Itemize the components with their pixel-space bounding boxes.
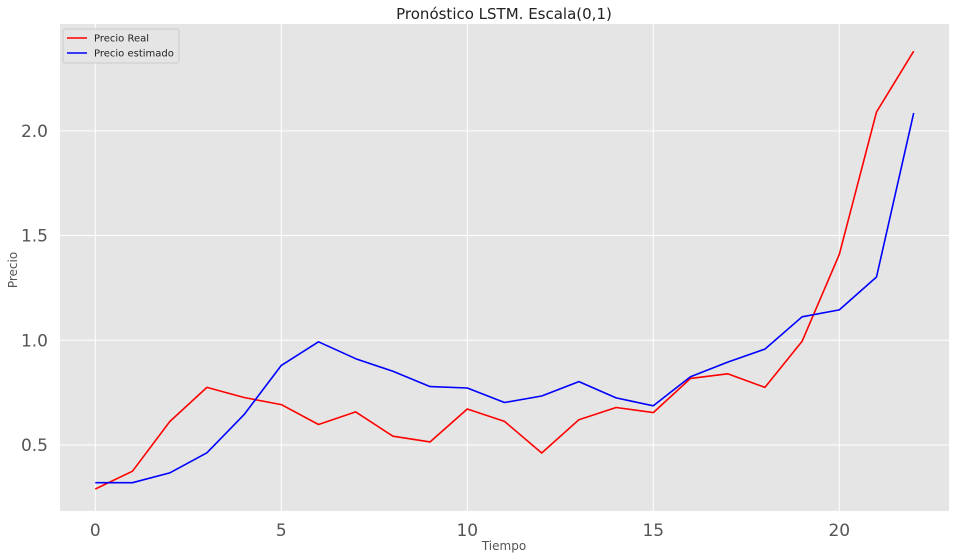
legend: Precio Real Precio estimado [62,28,180,64]
legend-label-precio-estimado: Precio estimado [94,49,174,60]
x-tick-label: 5 [276,521,287,541]
legend-label-precio-real: Precio Real [94,34,149,45]
x-tick-label: 20 [828,521,850,541]
x-tick-label: 10 [456,521,478,541]
grid-lines [60,24,949,511]
series-layer [94,50,915,490]
y-tick-label: 0.5 [21,436,48,456]
x-tick-label: 15 [642,521,664,541]
tick-labels: 0 5 10 15 20 0.5 1.0 1.5 2.0 [21,122,850,541]
x-tick-label: 0 [90,521,101,541]
y-tick-label: 2.0 [21,122,48,142]
legend-box [62,28,180,64]
series-line-precio-real [94,50,915,490]
series-line-precio-estimado [95,112,915,484]
plot-area [60,24,949,511]
y-tick-label: 1.5 [21,227,48,247]
y-axis-label: Precio [6,252,20,288]
x-axis-label: Tiempo [481,539,526,553]
chart-title: Pronóstico LSTM. Escala(0,1) [396,5,612,23]
y-tick-label: 1.0 [21,331,48,351]
